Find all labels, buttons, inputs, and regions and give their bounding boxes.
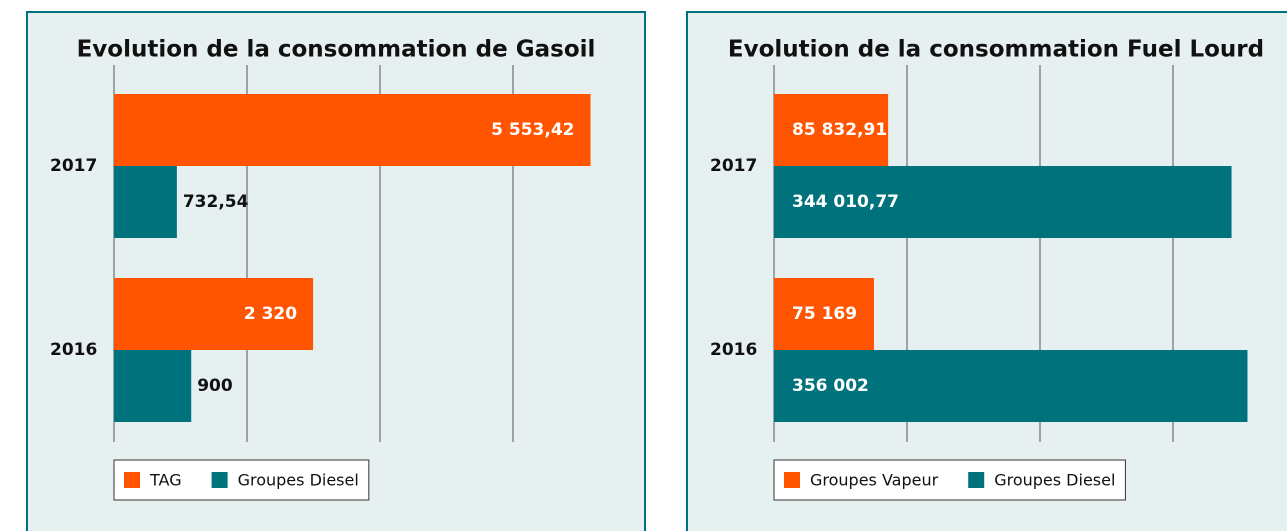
legend-box bbox=[113, 459, 370, 501]
panel bbox=[686, 11, 1287, 531]
y-tick-label: 2017 bbox=[710, 156, 757, 176]
legend-box bbox=[773, 459, 1126, 501]
data-label: 5 553,42 bbox=[491, 120, 574, 140]
legend-label: Groupes Vapeur bbox=[810, 471, 939, 490]
legend-swatch bbox=[784, 472, 800, 488]
legend-label: TAG bbox=[149, 471, 182, 490]
bar bbox=[774, 350, 1248, 422]
bar bbox=[774, 278, 874, 350]
y-tick-label: 2016 bbox=[710, 340, 757, 360]
legend-swatch bbox=[968, 472, 985, 488]
panel bbox=[26, 11, 646, 531]
data-label: 85 832,91 bbox=[792, 120, 887, 140]
y-tick-label: 2016 bbox=[50, 340, 97, 360]
legend-swatch bbox=[124, 472, 140, 488]
data-label: 900 bbox=[197, 376, 233, 396]
bar bbox=[114, 278, 314, 350]
legend: TAG Groupes Diesel bbox=[113, 459, 370, 501]
chart-title: Evolution de la consommation Fuel Lourd bbox=[728, 37, 1264, 63]
data-label: 75 169 bbox=[792, 304, 857, 324]
chart: Evolution de la consommation Fuel Lourd 2… bbox=[686, 11, 1287, 531]
bar bbox=[114, 166, 177, 238]
bar bbox=[114, 350, 192, 422]
bar bbox=[114, 94, 591, 166]
bar bbox=[774, 166, 1232, 238]
legend-label: Groupes Diesel bbox=[238, 471, 359, 490]
chart-title: Evolution de la consommation de Gasoil bbox=[77, 37, 596, 63]
data-label: 356 002 bbox=[792, 376, 869, 396]
legend-swatch bbox=[211, 472, 228, 488]
legend-label: Groupes Diesel bbox=[994, 471, 1115, 490]
bar bbox=[774, 94, 889, 166]
data-label: 2 320 bbox=[244, 304, 297, 324]
legend: Groupes Vapeur Groupes Diesel bbox=[773, 459, 1126, 501]
data-label: 732,54 bbox=[183, 192, 249, 212]
chart: Evolution de la consommation de Gasoil 20… bbox=[26, 11, 646, 531]
data-label: 344 010,77 bbox=[792, 192, 899, 212]
y-tick-label: 2017 bbox=[50, 156, 97, 176]
